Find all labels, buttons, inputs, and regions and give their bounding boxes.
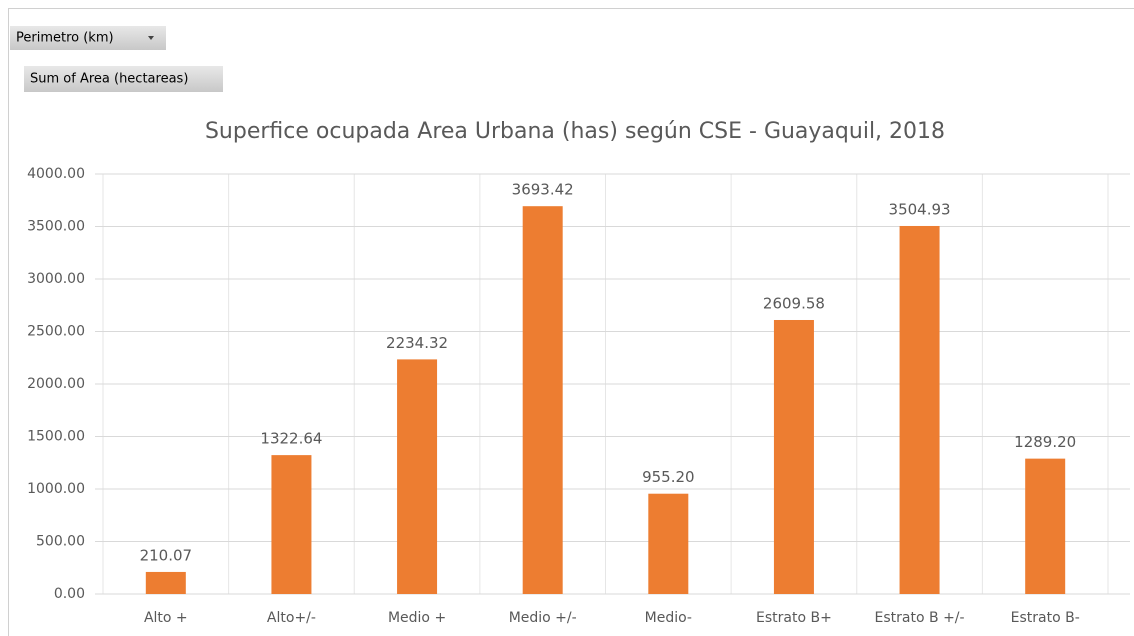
x-tick-label: Alto+/- <box>267 610 316 626</box>
y-tick-label: 1500.00 <box>27 429 85 445</box>
value-button-label[interactable]: Sum of Area (hectareas) <box>30 72 188 87</box>
chart-title: Superfice ocupada Area Urbana (has) segú… <box>205 119 945 144</box>
x-tick-label: Estrato B+ <box>756 610 832 626</box>
y-tick-label: 1000.00 <box>27 481 85 497</box>
bar <box>773 319 814 594</box>
y-tick-label: 2500.00 <box>27 324 85 340</box>
bar <box>899 225 940 594</box>
y-tick-label: 4000.00 <box>27 166 85 182</box>
data-label: 3504.93 <box>889 200 951 218</box>
data-label: 955.20 <box>642 468 695 486</box>
data-label: 2609.58 <box>763 294 825 312</box>
filter-button-label[interactable]: Perimetro (km) <box>16 31 114 46</box>
dropdown-arrow[interactable] <box>148 36 154 40</box>
chart-border <box>8 8 1134 636</box>
value-button[interactable] <box>24 66 223 92</box>
bar <box>648 493 689 594</box>
x-tick-label: Medio +/- <box>509 610 577 626</box>
y-tick-label: 3000.00 <box>27 271 85 287</box>
y-tick-label: 2000.00 <box>27 376 85 392</box>
data-label: 1289.20 <box>1014 433 1076 451</box>
data-label: 210.07 <box>140 546 193 564</box>
filter-button[interactable] <box>10 26 166 50</box>
data-label: 3693.42 <box>512 181 574 199</box>
bar <box>145 571 186 594</box>
bar <box>397 359 438 594</box>
x-tick-label: Estrato B- <box>1011 610 1080 626</box>
x-tick-label: Medio + <box>388 610 446 626</box>
x-tick-label: Medio- <box>645 610 692 626</box>
y-tick-label: 0.00 <box>54 586 85 602</box>
x-tick-label: Alto + <box>144 610 188 626</box>
data-label: 1322.64 <box>260 430 322 448</box>
bar <box>1025 458 1066 594</box>
y-tick-label: 500.00 <box>36 534 85 550</box>
bar <box>522 206 563 594</box>
y-tick-label: 3500.00 <box>27 219 85 235</box>
data-label: 2234.32 <box>386 334 448 352</box>
bar <box>271 455 312 594</box>
x-tick-label: Estrato B +/- <box>875 610 965 626</box>
